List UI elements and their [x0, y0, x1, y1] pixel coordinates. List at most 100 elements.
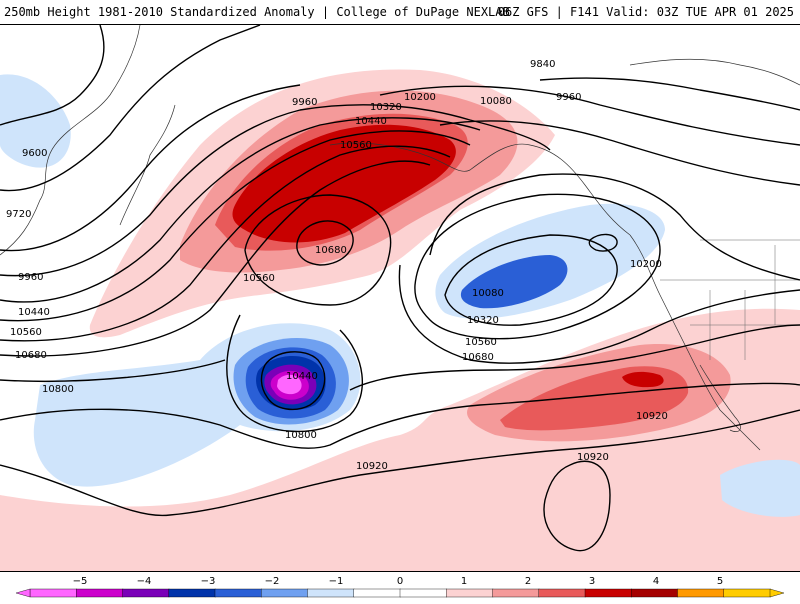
us-state-borders — [660, 239, 800, 360]
colorbar-swatch — [214, 588, 262, 598]
contour-10080-east — [439, 120, 800, 186]
contour-label: 10560 — [340, 140, 372, 151]
colorbar-tick-label: −1 — [329, 576, 344, 587]
colorbar-tick-label: −3 — [201, 576, 216, 587]
contour-10320-trough — [414, 193, 661, 340]
anomaly-colorbar: −5 −4 −3 −2 −1 0 1 2 3 4 5 — [0, 572, 800, 600]
colorbar-tick-label: 0 — [397, 576, 403, 587]
contour-10080-west — [0, 117, 481, 303]
contour-label: 10320 — [467, 315, 499, 326]
model-run-info: 06Z GFS | F141 Valid: 03Z TUE APR 01 202… — [497, 5, 794, 19]
contour-10680-east — [349, 324, 800, 391]
colorbar-tick-label: 2 — [525, 576, 531, 587]
contour-labels: 9600 9720 9960 9960 9960 9840 10080 1008… — [6, 59, 668, 472]
contour-label: 10560 — [465, 337, 497, 348]
alaska-coastline — [329, 142, 631, 236]
canada-arctic-coastline — [629, 58, 800, 86]
contour-9960 — [0, 104, 551, 277]
contour-10440-west — [0, 160, 431, 357]
contour-10800-south — [0, 382, 800, 449]
contour-10560-high — [244, 194, 392, 306]
contour-10320-west — [0, 145, 451, 342]
colorbar-tick-label: 5 — [717, 576, 723, 587]
colorbar-swatch — [29, 588, 77, 598]
negative-anomaly-pale-mexico — [720, 459, 800, 517]
contour-10560-cutoff-outer — [226, 314, 363, 433]
colorbar-left-arrow — [15, 588, 31, 598]
contour-label: 9600 — [22, 148, 47, 159]
asia-coastline — [0, 25, 141, 256]
contour-label: 10680 — [15, 350, 47, 361]
colorbar-swatch — [168, 588, 216, 598]
negative-anomaly-pale-northwest — [0, 74, 71, 168]
contour-10920-closed — [543, 460, 611, 552]
map-header: 250mb Height 1981-2010 Standardized Anom… — [0, 0, 800, 24]
colorbar-tick-label: 1 — [461, 576, 467, 587]
contour-label: 10680 — [462, 352, 494, 363]
colorbar-svg: −5 −4 −3 −2 −1 0 1 2 3 4 5 — [15, 576, 785, 598]
contour-9960-east — [379, 85, 800, 146]
baja-coastline — [699, 364, 741, 432]
contour-9600 — [0, 25, 105, 126]
contour-9840-east — [539, 77, 800, 111]
contour-label: 10440 — [18, 307, 50, 318]
colorbar-swatch — [677, 588, 725, 598]
colorbar-tick-label: −5 — [73, 576, 88, 587]
colorbar-swatch — [631, 588, 679, 598]
colorbar-swatch — [307, 588, 355, 598]
contour-10200-east — [429, 173, 800, 281]
contour-label: 9960 — [292, 97, 317, 108]
contour-10200-west — [0, 130, 471, 322]
contour-9840-west — [0, 84, 301, 252]
colorbar-swatch — [584, 588, 632, 598]
height-contours — [0, 25, 800, 552]
colorbar-tick-label: 4 — [653, 576, 659, 587]
contour-label: 9960 — [18, 272, 43, 283]
contour-9720 — [0, 25, 261, 192]
map-title: 250mb Height 1981-2010 Standardized Anom… — [4, 5, 510, 19]
contour-label: 10920 — [636, 411, 668, 422]
colorbar-ticks: −5 −4 −3 −2 −1 0 1 2 3 4 5 — [73, 576, 724, 587]
anomaly-shading — [0, 69, 800, 571]
colorbar-swatch — [122, 588, 170, 598]
contour-label: 10800 — [285, 430, 317, 441]
colorbar-swatches — [15, 588, 785, 598]
contour-label: 10200 — [630, 259, 662, 270]
negative-anomaly-blue-east — [460, 255, 568, 309]
positive-anomaly-subtropical-deep — [622, 371, 664, 388]
contour-10080-trough — [444, 234, 618, 326]
contour-label: 10080 — [480, 96, 512, 107]
contour-label: 9840 — [530, 59, 555, 70]
contour-label: 9720 — [6, 209, 31, 220]
contour-label: 10560 — [243, 273, 275, 284]
contour-label: 10560 — [10, 327, 42, 338]
contour-label: 10920 — [356, 461, 388, 472]
positive-anomaly-deep — [232, 124, 456, 243]
negative-anomaly-pink-cutoff — [277, 374, 302, 395]
contour-9960-trough-inner — [588, 233, 618, 252]
colorbar-tick-label: −2 — [265, 576, 280, 587]
contour-label: 10320 — [370, 102, 402, 113]
contour-10560-east — [398, 264, 800, 364]
colorbar-swatch — [353, 588, 401, 598]
contour-label: 10440 — [355, 116, 387, 127]
colorbar-swatch — [76, 588, 124, 598]
contour-10680-west — [0, 359, 226, 382]
kamchatka-coastline — [119, 104, 176, 226]
colorbar-swatch — [446, 588, 494, 598]
anomaly-map: 9600 9720 9960 9960 9960 9840 10080 1008… — [0, 24, 800, 572]
contour-label: 10080 — [472, 288, 504, 299]
contour-10680-high — [296, 220, 354, 266]
contour-10920-south — [0, 409, 800, 517]
colorbar-right-arrow — [769, 588, 785, 598]
colorbar-swatch — [723, 588, 771, 598]
contour-10440-cutoff — [260, 351, 326, 411]
colorbar-swatch — [538, 588, 586, 598]
contour-label: 9960 — [556, 92, 581, 103]
colorbar-swatch — [399, 588, 447, 598]
colorbar-tick-label: −4 — [137, 576, 152, 587]
contour-label: 10440 — [286, 371, 318, 382]
colorbar-swatch — [492, 588, 540, 598]
contour-label: 10800 — [42, 384, 74, 395]
